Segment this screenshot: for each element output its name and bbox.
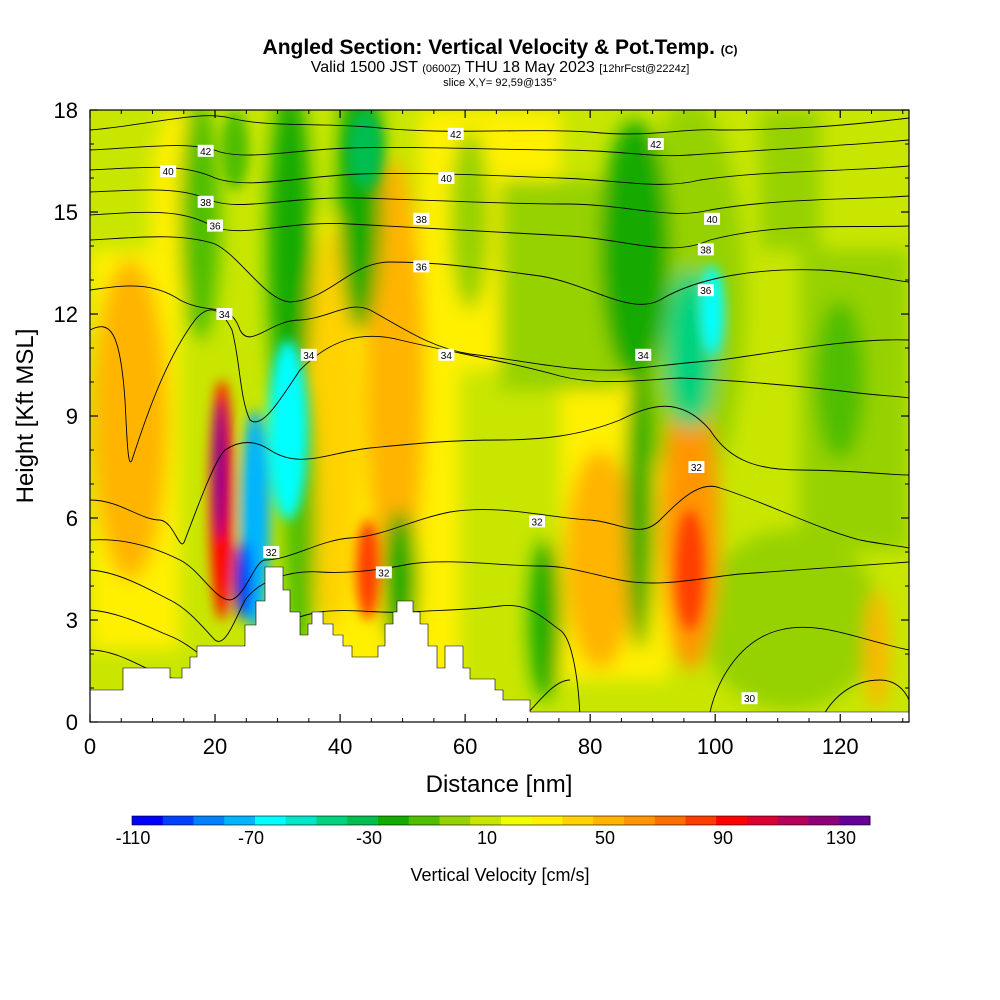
colorbar-swatch — [193, 816, 225, 825]
colorbar-tick-label: 130 — [826, 828, 856, 848]
contour-label: 32 — [263, 546, 280, 559]
colorbar-swatch — [285, 816, 317, 825]
y-tick-label: 12 — [54, 302, 78, 327]
colorbar-swatch — [439, 816, 471, 825]
colorbar-swatch — [562, 816, 594, 825]
contour-label-text: 42 — [650, 140, 662, 151]
contour-label-text: 36 — [416, 262, 428, 273]
chart-title: Angled Section: Vertical Velocity & Pot.… — [262, 36, 738, 59]
colorbar-swatch — [347, 816, 379, 825]
contour-label-text: 32 — [378, 568, 390, 579]
colorbar-swatch — [839, 816, 871, 825]
colorbar-tick-label: 50 — [595, 828, 615, 848]
x-tick-label: 40 — [328, 734, 352, 759]
colorbar-swatch — [132, 816, 164, 825]
contour-label-text: 32 — [266, 548, 278, 559]
x-tick-label: 60 — [453, 734, 477, 759]
colorbar-swatch — [501, 816, 533, 825]
colorbar-swatch — [408, 816, 440, 825]
contour-labels: 42 42 42 40 40 40 38 38 38 36 36 36 34 34 34 34 32 32 32 32… — [160, 127, 758, 705]
contour-label: 34 — [635, 348, 652, 362]
contour-label: 40 — [438, 172, 455, 185]
contour-label-text: 38 — [416, 215, 428, 226]
contour-label: 36 — [697, 284, 714, 297]
contour-label: 42 — [447, 127, 464, 141]
y-tick-label: 6 — [66, 506, 78, 531]
x-tick-label: 100 — [697, 734, 734, 759]
colorbar-swatch — [378, 816, 410, 825]
contour-label-text: 32 — [691, 463, 703, 474]
colorbar-tick-label: -30 — [356, 828, 382, 848]
contour-label: 40 — [704, 212, 721, 226]
x-tick-label: 0 — [84, 734, 96, 759]
x-tick-label: 20 — [203, 734, 227, 759]
contour-label: 34 — [216, 308, 233, 321]
colorbar-swatch — [255, 816, 287, 825]
colorbar-swatch — [654, 816, 686, 825]
terrain — [89, 566, 910, 723]
colorbar-swatch — [747, 816, 779, 825]
contour-label-text: 34 — [303, 351, 315, 362]
contour-label-text: 42 — [200, 147, 212, 158]
contour-label-text: 38 — [700, 245, 712, 256]
y-axis-label: Height [Kft MSL] — [12, 329, 39, 504]
x-axis-label: Distance [nm] — [426, 771, 573, 798]
colorbar-swatch — [777, 816, 809, 825]
contour-label: 32 — [688, 461, 705, 474]
y-tick-label: 15 — [54, 200, 78, 225]
x-tick-label: 80 — [578, 734, 602, 759]
colorbar-swatch — [470, 816, 502, 825]
colorbar-label: Vertical Velocity [cm/s] — [410, 865, 589, 885]
colorbar-tick-label: -110 — [116, 828, 151, 848]
colorbar-swatch — [808, 816, 840, 825]
contour-label-text: 32 — [531, 517, 543, 528]
colorbar-tick-label: 10 — [477, 828, 497, 848]
colorbar: -110 -70 -30 10 50 90 130 — [116, 815, 871, 848]
contour-label-text: 38 — [200, 198, 212, 209]
contour-label-text: 40 — [441, 174, 453, 185]
colorbar-swatch — [224, 816, 256, 825]
velocity-field — [90, 110, 909, 722]
contour-label-text: 36 — [209, 222, 221, 233]
contour-label: 38 — [697, 243, 714, 256]
chart-subtitle-valid: Valid 1500 JST (0600Z) THU 18 May 2023 [… — [310, 59, 690, 76]
colorbar-tick-label: -70 — [238, 828, 264, 848]
contour-label: 32 — [375, 566, 392, 579]
contour-label-text: 34 — [638, 351, 650, 362]
y-tick-label: 0 — [66, 710, 78, 735]
contour-label-text: 40 — [707, 215, 719, 226]
contour-label: 34 — [438, 348, 455, 362]
colorbar-swatch — [624, 816, 656, 825]
x-tick-label: 120 — [822, 734, 859, 759]
chart-subtitle-slice: slice X,Y= 92,59@135° — [443, 77, 557, 89]
contour-label: 30 — [741, 692, 758, 705]
colorbar-swatch — [716, 816, 748, 825]
colorbar-swatch — [593, 816, 625, 825]
contour-label: 38 — [413, 212, 430, 226]
contour-label-text: 30 — [744, 694, 756, 705]
contour-label-text: 36 — [700, 286, 712, 297]
contour-label: 36 — [413, 260, 430, 273]
contour-label: 42 — [647, 138, 664, 151]
contour-label: 38 — [197, 195, 214, 209]
colorbar-swatch — [162, 816, 194, 825]
colorbar-swatch — [316, 816, 348, 825]
contour-label: 40 — [160, 165, 177, 178]
contour-label-text: 42 — [450, 130, 462, 141]
contour-label: 36 — [207, 219, 224, 233]
colorbar-swatch — [685, 816, 717, 825]
y-tick-label: 9 — [66, 404, 78, 429]
colorbar-swatch — [531, 816, 563, 825]
contour-label-text: 40 — [163, 167, 175, 178]
contour-label-text: 34 — [219, 310, 231, 321]
contour-label-text: 34 — [441, 351, 453, 362]
y-tick-label: 18 — [54, 98, 78, 123]
y-tick-label: 3 — [66, 608, 78, 633]
contour-label: 34 — [300, 348, 317, 362]
contour-label: 32 — [529, 515, 546, 528]
contour-label: 42 — [197, 144, 214, 158]
colorbar-tick-label: 90 — [713, 828, 733, 848]
